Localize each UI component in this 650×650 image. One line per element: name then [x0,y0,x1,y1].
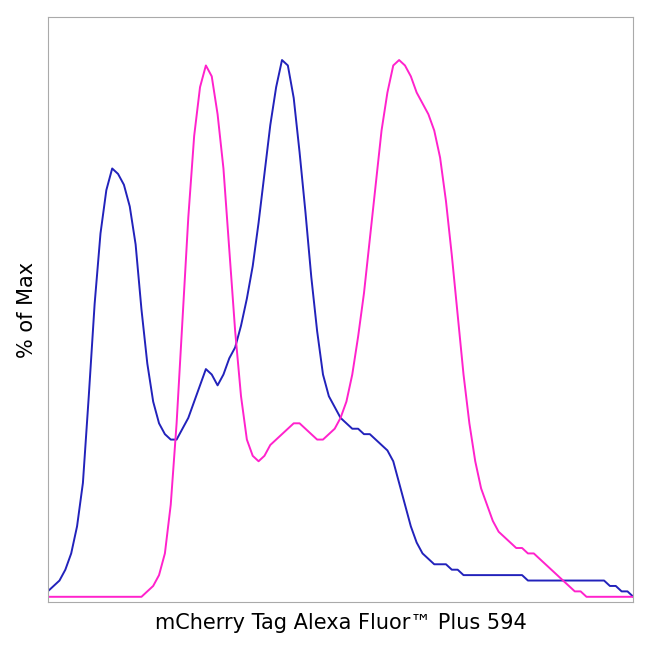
Y-axis label: % of Max: % of Max [17,261,36,358]
X-axis label: mCherry Tag Alexa Fluor™ Plus 594: mCherry Tag Alexa Fluor™ Plus 594 [155,614,526,633]
